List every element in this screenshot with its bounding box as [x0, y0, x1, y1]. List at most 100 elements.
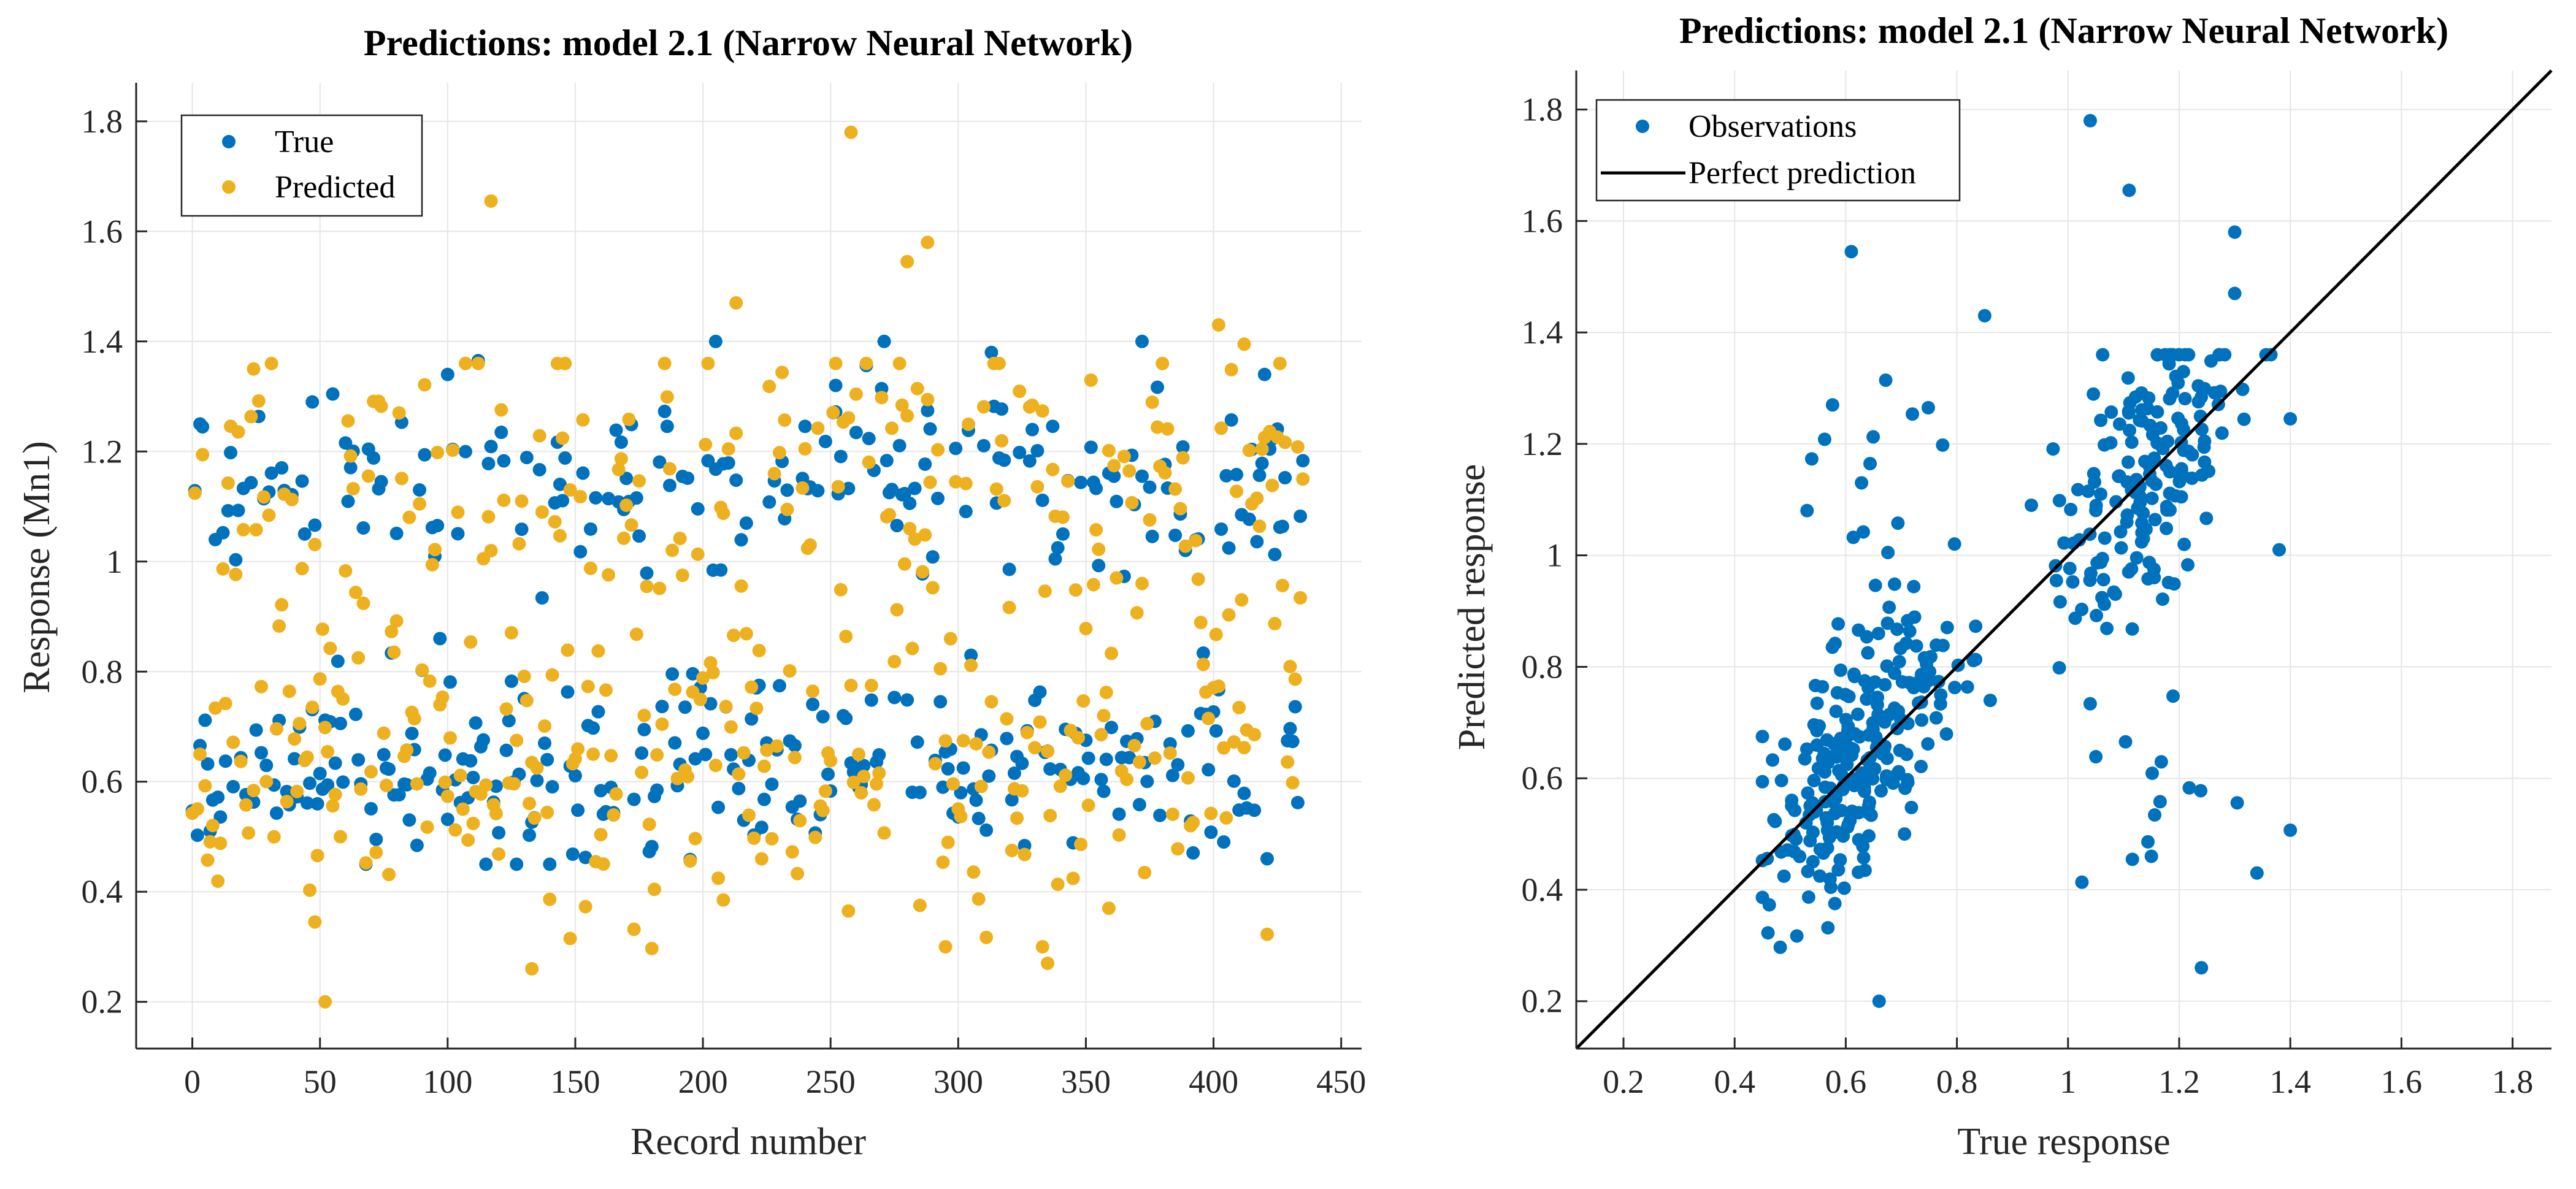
predicted-point: [545, 668, 559, 682]
predicted-point: [453, 768, 467, 782]
predicted-point: [209, 701, 223, 715]
predicted-point: [1283, 659, 1297, 673]
observation-point: [1921, 737, 1935, 751]
left-x-tick-label: 400: [1189, 1063, 1238, 1100]
observation-point: [1920, 657, 1934, 671]
true-point: [864, 693, 878, 707]
true-point: [668, 736, 682, 750]
observation-point: [2053, 595, 2067, 609]
predicted-point: [624, 518, 638, 532]
true-point: [1013, 445, 1027, 459]
predicted-point: [1160, 422, 1175, 436]
predicted-point: [943, 632, 957, 646]
true-point: [583, 522, 597, 536]
predicted-point: [607, 808, 621, 822]
true-point: [798, 419, 812, 434]
observation-point: [1858, 863, 1872, 877]
true-point: [660, 419, 674, 434]
observation-point: [1947, 537, 1961, 551]
predicted-point: [611, 462, 626, 476]
true-point: [1255, 456, 1269, 470]
observation-point: [1801, 890, 1815, 904]
predicted-point: [1099, 686, 1113, 700]
observation-point: [1898, 827, 1912, 841]
predicted-point: [1038, 584, 1052, 598]
observation-point: [2125, 852, 2139, 866]
true-point: [413, 483, 427, 497]
predicted-point: [617, 531, 631, 545]
predicted-point: [1278, 435, 1292, 449]
observation-point: [2093, 487, 2107, 501]
predicted-point: [532, 429, 546, 443]
predicted-point: [1005, 843, 1019, 857]
true-point: [310, 797, 324, 811]
predicted-point: [1018, 847, 1032, 862]
observation-point: [2149, 477, 2163, 491]
predicted-point: [269, 722, 283, 736]
true-point: [515, 522, 529, 537]
predicted-point: [903, 522, 917, 536]
predicted-point: [729, 296, 743, 310]
predicted-point: [205, 819, 220, 833]
right-y-tick-label: 0.6: [1522, 760, 1563, 797]
true-point: [433, 632, 447, 646]
predicted-point: [1151, 420, 1164, 434]
predicted-point: [745, 680, 759, 694]
true-point: [341, 494, 355, 508]
observation-point: [2156, 592, 2170, 606]
predicted-point: [1211, 318, 1225, 332]
predicted-point: [481, 510, 496, 524]
predicted-point: [418, 378, 432, 392]
observation-point: [2204, 354, 2218, 368]
predicted-point: [834, 583, 848, 597]
true-point: [303, 776, 317, 790]
predicted-point: [594, 828, 608, 842]
left-grid: [136, 83, 1362, 1049]
predicted-point: [1255, 442, 1269, 456]
observation-point: [2068, 611, 2082, 625]
left-x-tick-label: 0: [184, 1063, 201, 1100]
predicted-point: [727, 629, 741, 643]
predicted-point: [754, 852, 769, 866]
observation-point: [1856, 839, 1870, 854]
predicted-point: [857, 770, 871, 784]
predicted-point: [696, 671, 710, 685]
predicted-point: [647, 882, 661, 897]
predicted-point: [377, 726, 391, 740]
predicted-point: [1211, 679, 1225, 694]
observation-point: [2194, 784, 2208, 798]
predicted-point: [259, 774, 274, 789]
observation-point: [1793, 849, 1807, 863]
predicted-point: [1189, 533, 1203, 548]
predicted-point: [1148, 751, 1162, 765]
true-point: [890, 519, 904, 533]
right-x-tick-label: 0.6: [1825, 1063, 1867, 1100]
true-point: [1252, 468, 1267, 483]
predicted-point: [361, 469, 375, 483]
observation-point: [1977, 308, 1991, 323]
predicted-point: [642, 817, 656, 832]
observation-point: [2178, 392, 2192, 406]
predicted-point: [497, 493, 511, 507]
predicted-point: [313, 672, 327, 686]
true-point: [438, 748, 452, 762]
true-point: [1076, 771, 1091, 786]
observation-point: [1890, 767, 1904, 781]
observation-point: [1830, 686, 1844, 700]
true-point: [586, 721, 600, 735]
predicted-point: [247, 784, 261, 798]
true-point: [573, 545, 588, 559]
predicted-point: [213, 836, 228, 851]
predicted-point: [1041, 956, 1055, 970]
predicted-point: [369, 846, 383, 860]
predicted-point: [440, 789, 454, 803]
predicted-point: [323, 641, 337, 656]
observation-point: [2236, 382, 2250, 396]
predicted-point: [515, 494, 529, 508]
predicted-point: [967, 865, 981, 879]
predicted-point: [374, 399, 388, 413]
predicted-point: [926, 581, 940, 595]
predicted-point: [203, 835, 217, 849]
true-point: [502, 714, 516, 728]
observation-point: [1868, 578, 1882, 592]
